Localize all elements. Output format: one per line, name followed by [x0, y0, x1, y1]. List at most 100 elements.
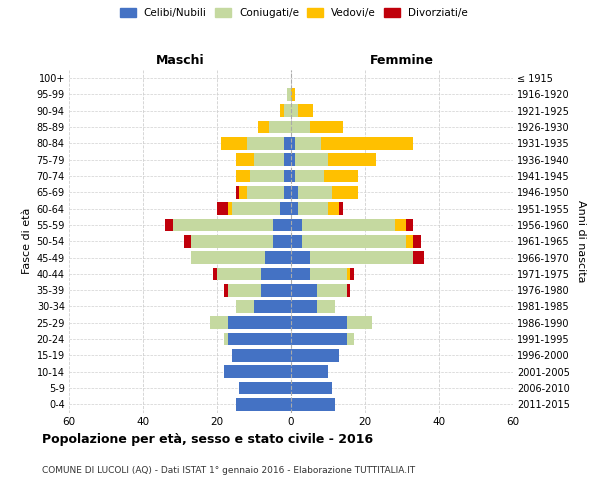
Bar [347, 268, 350, 280]
Bar [262, 268, 291, 280]
Bar [291, 268, 310, 280]
Bar [291, 137, 295, 150]
Bar [347, 284, 350, 296]
Bar [295, 154, 328, 166]
Bar [291, 88, 295, 101]
Bar [217, 268, 262, 280]
Bar [214, 268, 217, 280]
Bar [235, 170, 250, 182]
Bar [339, 202, 343, 215]
Bar [350, 268, 354, 280]
Bar [280, 104, 284, 117]
Bar [291, 284, 317, 296]
Bar [302, 218, 395, 232]
Bar [247, 186, 284, 198]
Bar [310, 251, 413, 264]
Bar [291, 316, 347, 329]
Bar [291, 366, 328, 378]
Bar [291, 398, 335, 410]
Bar [235, 300, 254, 313]
Bar [228, 316, 291, 329]
Bar [291, 218, 302, 232]
Bar [310, 268, 347, 280]
Bar [262, 284, 291, 296]
Bar [413, 251, 424, 264]
Bar [291, 154, 295, 166]
Y-axis label: Fasce di età: Fasce di età [22, 208, 32, 274]
Bar [232, 202, 280, 215]
Bar [221, 137, 247, 150]
Bar [291, 186, 298, 198]
Bar [232, 349, 291, 362]
Bar [228, 202, 232, 215]
Bar [291, 120, 310, 134]
Bar [347, 316, 373, 329]
Bar [320, 137, 413, 150]
Bar [298, 104, 313, 117]
Bar [258, 120, 269, 134]
Text: Femmine: Femmine [370, 54, 434, 66]
Bar [173, 218, 272, 232]
Bar [228, 332, 291, 345]
Bar [295, 170, 325, 182]
Bar [254, 154, 284, 166]
Bar [291, 332, 347, 345]
Bar [295, 137, 320, 150]
Text: Maschi: Maschi [155, 54, 205, 66]
Bar [291, 170, 295, 182]
Bar [250, 170, 284, 182]
Bar [287, 88, 291, 101]
Bar [269, 120, 291, 134]
Bar [317, 284, 347, 296]
Bar [235, 154, 254, 166]
Bar [284, 186, 291, 198]
Text: Popolazione per età, sesso e stato civile - 2016: Popolazione per età, sesso e stato civil… [42, 432, 373, 446]
Bar [332, 186, 358, 198]
Bar [406, 235, 413, 248]
Bar [191, 251, 265, 264]
Bar [184, 235, 191, 248]
Bar [239, 186, 247, 198]
Bar [228, 284, 262, 296]
Bar [291, 202, 298, 215]
Bar [328, 202, 339, 215]
Bar [406, 218, 413, 232]
Bar [413, 235, 421, 248]
Bar [272, 235, 291, 248]
Bar [317, 300, 335, 313]
Bar [235, 398, 291, 410]
Bar [310, 120, 343, 134]
Bar [298, 202, 328, 215]
Y-axis label: Anni di nascita: Anni di nascita [575, 200, 586, 282]
Bar [165, 218, 173, 232]
Bar [217, 202, 228, 215]
Text: COMUNE DI LUCOLI (AQ) - Dati ISTAT 1° gennaio 2016 - Elaborazione TUTTITALIA.IT: COMUNE DI LUCOLI (AQ) - Dati ISTAT 1° ge… [42, 466, 415, 475]
Bar [280, 202, 291, 215]
Bar [291, 300, 317, 313]
Bar [291, 235, 302, 248]
Legend: Celibi/Nubili, Coniugati/e, Vedovi/e, Divorziati/e: Celibi/Nubili, Coniugati/e, Vedovi/e, Di… [120, 8, 468, 18]
Bar [247, 137, 284, 150]
Bar [284, 104, 291, 117]
Bar [291, 251, 310, 264]
Bar [347, 332, 354, 345]
Bar [284, 170, 291, 182]
Bar [254, 300, 291, 313]
Bar [224, 332, 228, 345]
Bar [291, 349, 339, 362]
Bar [291, 382, 332, 394]
Bar [239, 382, 291, 394]
Bar [224, 284, 228, 296]
Bar [298, 186, 332, 198]
Bar [395, 218, 406, 232]
Bar [291, 104, 298, 117]
Bar [272, 218, 291, 232]
Bar [224, 366, 291, 378]
Bar [265, 251, 291, 264]
Bar [284, 137, 291, 150]
Bar [284, 154, 291, 166]
Bar [235, 186, 239, 198]
Bar [325, 170, 358, 182]
Bar [191, 235, 272, 248]
Bar [302, 235, 406, 248]
